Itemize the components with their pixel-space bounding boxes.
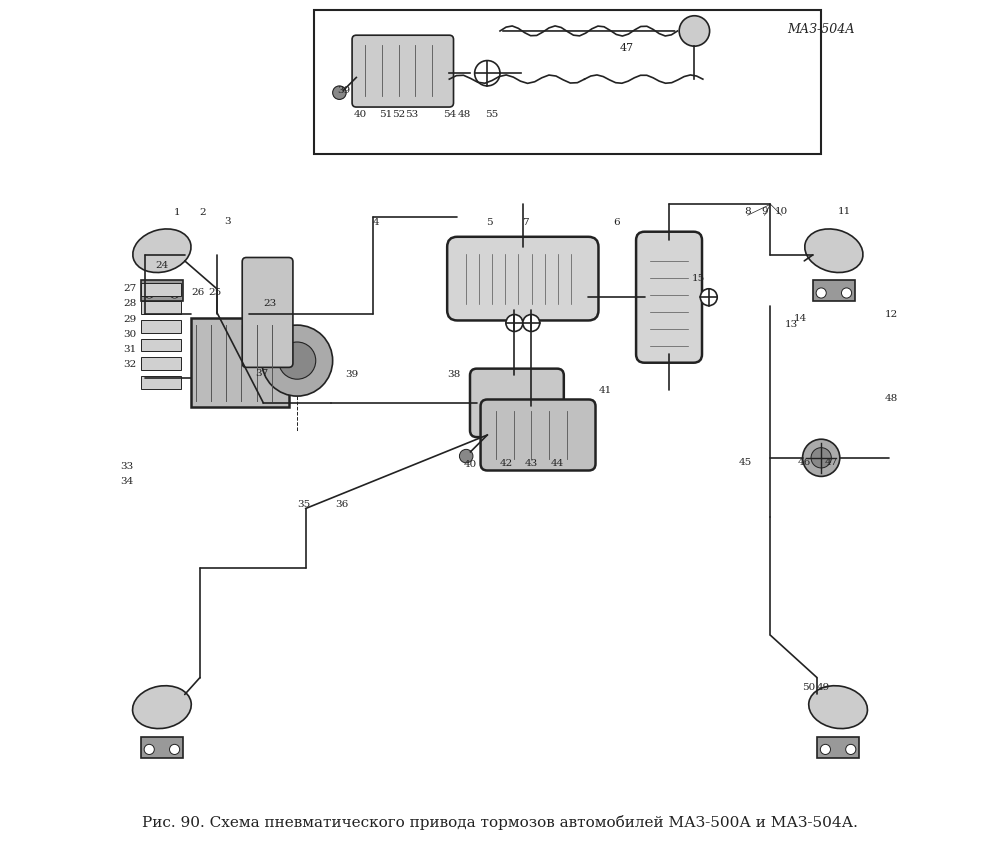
Bar [141,376,181,388]
Text: МАЗ-504А: МАЗ-504А [787,23,855,36]
Bar [141,281,183,301]
Circle shape [820,745,830,755]
Text: 27: 27 [123,284,136,293]
Text: 49: 49 [816,683,829,692]
Text: 4: 4 [372,218,379,227]
Bar [191,318,289,407]
FancyBboxPatch shape [481,399,596,471]
Text: 41: 41 [599,386,612,394]
Circle shape [506,315,523,332]
Text: 42: 42 [500,460,513,468]
Text: 13: 13 [785,320,798,329]
Text: 23: 23 [263,299,277,309]
Ellipse shape [133,686,191,728]
Bar [817,737,859,758]
Text: 2: 2 [199,209,206,217]
Text: 48: 48 [458,109,471,119]
Text: 52: 52 [392,109,405,119]
Text: 26: 26 [192,288,205,298]
Bar [141,301,181,314]
Text: 47: 47 [620,43,634,53]
Circle shape [279,342,316,379]
Text: 44: 44 [551,460,564,468]
Text: 46: 46 [798,458,811,466]
Bar [813,281,855,301]
Circle shape [803,439,840,477]
Text: 10: 10 [775,207,788,215]
Circle shape [846,745,856,755]
Text: 24: 24 [155,260,169,270]
Text: 40: 40 [464,460,477,469]
Text: 39: 39 [345,371,359,379]
Text: 35: 35 [297,499,311,509]
Ellipse shape [133,229,191,272]
Text: Рис. 90. Схема пневматического привода тормозов автомобилей МАЗ-500А и МАЗ-504А.: Рис. 90. Схема пневматического привода т… [142,815,858,829]
Circle shape [170,745,180,755]
Text: 55: 55 [485,109,498,119]
Text: 32: 32 [123,360,136,370]
Text: 43: 43 [525,460,538,468]
Text: 45: 45 [738,458,752,466]
Circle shape [811,448,831,468]
Text: 7: 7 [522,218,529,227]
Bar [141,357,181,370]
Circle shape [841,288,852,298]
Bar [141,320,181,332]
Circle shape [144,288,154,298]
Circle shape [459,449,473,463]
Text: 31: 31 [123,345,136,354]
Ellipse shape [809,686,867,728]
Text: 5: 5 [487,218,493,227]
Text: 33: 33 [120,462,133,471]
Text: 54: 54 [443,109,456,119]
Text: 12: 12 [885,310,898,319]
FancyBboxPatch shape [470,369,564,437]
Circle shape [144,745,154,755]
Ellipse shape [805,229,863,272]
FancyBboxPatch shape [242,258,293,367]
FancyBboxPatch shape [352,36,454,107]
Circle shape [816,288,826,298]
Text: 3: 3 [225,216,231,226]
Text: 48: 48 [885,394,898,403]
Circle shape [700,289,717,305]
FancyBboxPatch shape [447,237,598,321]
Text: 28: 28 [123,299,136,309]
Circle shape [333,86,346,99]
Text: 36: 36 [335,499,349,509]
Text: 34: 34 [120,477,133,486]
Text: 30: 30 [123,330,136,339]
Circle shape [679,16,710,46]
Text: 50: 50 [802,683,815,692]
Text: 25: 25 [209,288,222,298]
Text: 1: 1 [174,209,180,217]
Bar [141,737,183,758]
Circle shape [523,315,540,332]
Text: 39: 39 [337,86,350,95]
Text: 6: 6 [613,218,620,227]
Text: 47: 47 [825,458,838,466]
Text: 14: 14 [793,314,807,323]
Circle shape [170,288,180,298]
Text: 8: 8 [744,207,751,215]
Bar [141,338,181,351]
Text: 40: 40 [354,109,367,119]
Text: 37: 37 [255,369,268,378]
Bar [314,10,821,153]
FancyBboxPatch shape [636,232,702,363]
Text: 15: 15 [692,274,705,283]
Text: 53: 53 [405,109,418,119]
Text: 51: 51 [379,109,393,119]
Circle shape [475,60,500,86]
Text: 38: 38 [447,371,460,379]
Text: 29: 29 [123,315,136,324]
Text: 11: 11 [838,207,851,215]
Circle shape [262,325,333,396]
Text: 9: 9 [761,207,768,215]
Bar [141,283,181,295]
